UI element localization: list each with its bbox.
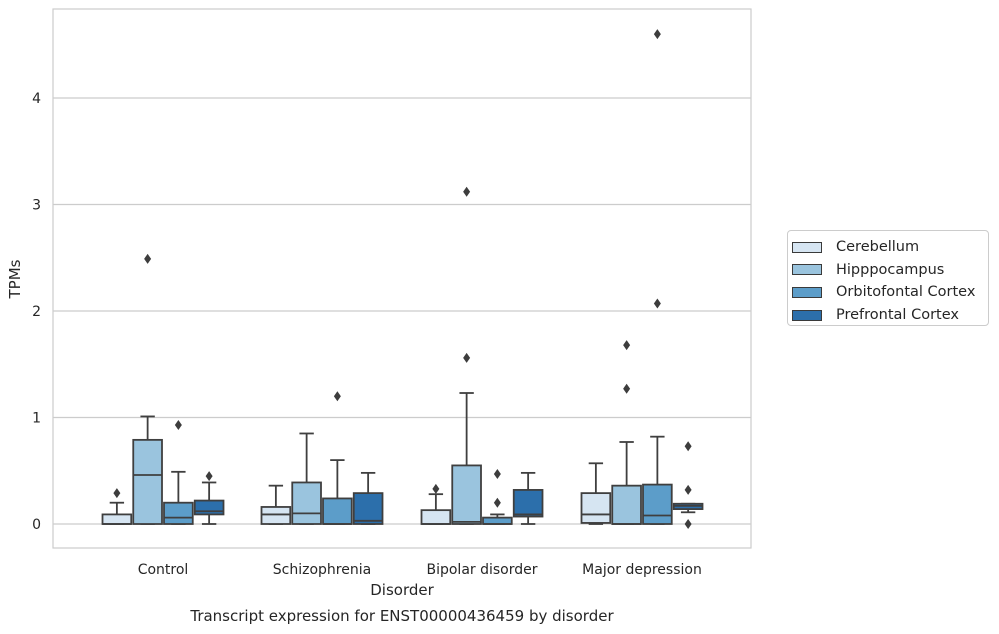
legend-swatch [792, 264, 822, 276]
y-tick-label: 3 [32, 198, 41, 214]
x-tick-label: Bipolar disorder [426, 562, 537, 578]
legend-label: Orbitofontal Cortex [836, 284, 976, 301]
y-axis-label: TPMs [6, 259, 24, 299]
outlier-point [113, 488, 121, 499]
outlier-point [205, 471, 213, 482]
legend-label: Hipppocampus [836, 261, 945, 278]
box-body [611, 484, 642, 525]
box-0-2 [163, 419, 194, 525]
outlier-point [493, 497, 501, 508]
plot-area [52, 8, 752, 549]
outlier-point [174, 419, 182, 430]
box-body [322, 497, 353, 525]
box-3-2 [642, 29, 673, 525]
box-3-3 [672, 441, 704, 529]
y-tick-label: 0 [32, 517, 41, 533]
x-tick-label: Control [138, 562, 189, 578]
box-body [101, 513, 133, 525]
box-0-0 [101, 488, 133, 525]
box-body [420, 509, 452, 525]
outlier-point [493, 468, 501, 479]
legend-label: Cerebellum [836, 239, 920, 256]
legend-swatch [792, 309, 822, 321]
outlier-point [623, 340, 631, 351]
box-1-2 [322, 391, 353, 525]
x-tick-label: Major depression [582, 562, 702, 578]
boxes-layer [101, 29, 704, 529]
x-axis-label: Disorder [370, 581, 434, 599]
y-tick-label: 2 [32, 304, 41, 320]
outlier-point [144, 253, 152, 264]
box-body [512, 489, 544, 518]
box-body [193, 499, 225, 516]
outlier-point [653, 29, 661, 40]
x-tick-labels: Control Schizophrenia Bipolar disorder Majo… [138, 562, 702, 578]
box-body [352, 492, 384, 525]
box-2-3 [512, 471, 544, 525]
chart-title: Transcript expression for ENST0000043645… [189, 607, 614, 625]
box-0-3 [193, 471, 225, 525]
y-tick-label: 1 [32, 411, 41, 427]
box-body [482, 516, 513, 525]
legend-swatch [792, 286, 822, 298]
box-2-2 [482, 468, 513, 525]
x-tick-label: Schizophrenia [273, 562, 371, 578]
outlier-point [333, 391, 341, 402]
legend-swatch [792, 241, 822, 253]
legend: Cerebellum Hipppocampus Orbitofontal Corte… [787, 230, 989, 326]
outlier-point [463, 186, 471, 197]
y-tick-labels: 0 1 2 3 4 [32, 91, 41, 533]
box-3-0 [580, 462, 612, 525]
y-tick-label: 4 [32, 91, 41, 107]
box-body [580, 492, 612, 524]
outlier-point [684, 484, 692, 495]
box-body [451, 464, 482, 525]
legend-item: Prefrontal Cortex [792, 304, 988, 327]
box-body [642, 483, 673, 525]
outlier-point [623, 383, 631, 394]
box-body [291, 481, 322, 525]
box-2-0 [420, 483, 452, 525]
legend-item: Cerebellum [792, 236, 988, 259]
box-1-3 [352, 471, 384, 525]
outlier-point [463, 352, 471, 363]
box-1-1 [291, 432, 322, 525]
box-3-1 [611, 340, 642, 525]
outlier-point [684, 441, 692, 452]
box-1-0 [260, 484, 292, 525]
outlier-point [432, 483, 440, 494]
box-2-1 [451, 186, 482, 525]
box-body [260, 506, 292, 525]
outlier-point [684, 519, 692, 529]
legend-label: Prefrontal Cortex [836, 307, 959, 324]
box-body [132, 438, 163, 525]
legend-item: Hipppocampus [792, 259, 988, 282]
box-body [163, 501, 194, 525]
outlier-point [653, 298, 661, 309]
legend-item: Orbitofontal Cortex [792, 281, 988, 304]
box-0-1 [132, 253, 163, 525]
